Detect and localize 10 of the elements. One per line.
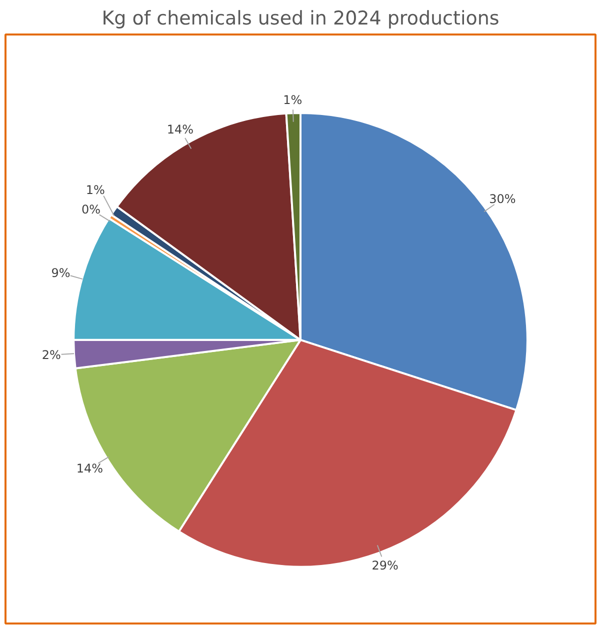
data-label: 2% — [42, 348, 61, 362]
data-label: 1% — [86, 182, 105, 197]
data-label: 0% — [81, 202, 101, 216]
data-label: 1% — [283, 93, 302, 108]
data-label: 30% — [489, 192, 516, 206]
data-label: 9% — [51, 266, 70, 280]
data-label: 29% — [372, 558, 398, 573]
chart-title: Kg of chemicals used in 2024 productions — [102, 8, 500, 30]
data-label: 14% — [166, 122, 194, 137]
data-label: 14% — [76, 461, 104, 476]
